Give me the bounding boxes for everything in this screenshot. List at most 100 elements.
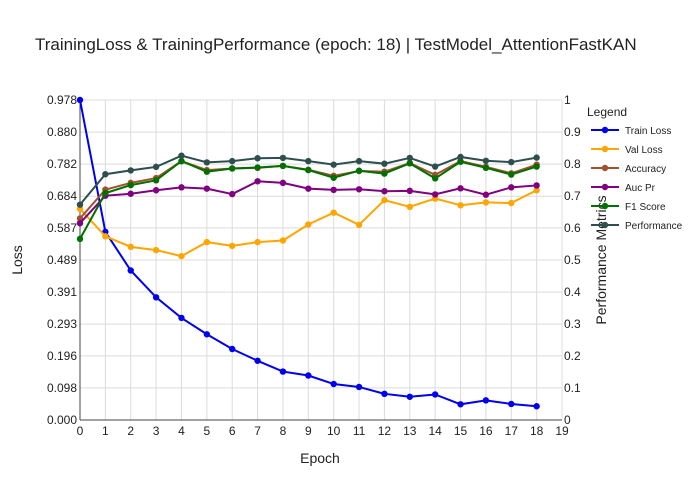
data-point-performance [178, 152, 185, 159]
data-point-performance [254, 155, 261, 162]
legend-swatch-marker [601, 145, 609, 153]
y-left-tick-label: 0.880 [47, 125, 77, 139]
legend-item-accuracy[interactable]: Accuracy [591, 164, 666, 175]
series-auc-pr [76, 178, 540, 227]
y-left-tick-label: 0.391 [47, 285, 77, 299]
data-point-val-loss [457, 202, 464, 209]
y-right-tick-label: 0.3 [564, 317, 581, 331]
data-point-auc-pr [482, 191, 490, 198]
data-point-val-loss [178, 252, 185, 260]
data-point-train-loss [127, 267, 134, 274]
data-point-performance [482, 157, 490, 164]
x-tick-label: 0 [77, 424, 84, 438]
data-point-val-loss [254, 238, 261, 246]
data-point-performance [279, 154, 287, 162]
x-tick-label: 2 [127, 424, 134, 438]
data-point-train-loss [381, 390, 388, 398]
x-tick-label: 9 [305, 424, 312, 438]
x-tick-label: 4 [178, 424, 185, 438]
data-point-train-loss [457, 401, 464, 408]
legend: Legend Train Loss Val Loss Accuracy Auc Pr F… [587, 105, 683, 232]
x-axis-title: Epoch [300, 450, 340, 466]
y-right-tick-label: 0.6 [564, 221, 581, 235]
data-point-val-loss [279, 237, 287, 244]
legend-item-performance[interactable]: Performance [591, 221, 683, 232]
data-point-f1-score [305, 166, 312, 174]
data-point-f1-score [482, 164, 490, 172]
grid-layer [79, 99, 563, 421]
data-point-val-loss [152, 246, 160, 254]
y-right-axis-title: Performance Metrics [593, 195, 609, 324]
data-point-performance [229, 157, 236, 165]
data-point-auc-pr [76, 220, 84, 227]
legend-label: Accuracy [625, 164, 666, 175]
data-point-f1-score [229, 165, 236, 172]
data-point-auc-pr [127, 190, 134, 197]
chart-title: TrainingLoss & TrainingPerformance (epoc… [35, 35, 637, 54]
y-right-tick-label: 0.7 [564, 189, 581, 203]
x-tick-label: 13 [403, 424, 417, 438]
x-tick-label: 12 [378, 424, 392, 438]
y-right-tick-label: 0.8 [564, 157, 581, 171]
legend-swatch-marker [601, 221, 609, 229]
data-point-val-loss [355, 221, 363, 228]
data-point-f1-score [178, 157, 185, 165]
data-point-train-loss [178, 314, 185, 322]
data-point-performance [355, 157, 363, 165]
data-point-val-loss [533, 187, 540, 194]
x-tick-label: 3 [153, 424, 160, 438]
data-point-performance [381, 160, 388, 167]
legend-item-train-loss[interactable]: Train Loss [591, 126, 671, 137]
data-point-performance [508, 158, 515, 166]
legend-item-val-loss[interactable]: Val Loss [591, 145, 663, 156]
data-point-performance [533, 154, 540, 161]
x-tick-label: 16 [479, 424, 493, 438]
data-point-f1-score [76, 235, 84, 243]
data-point-val-loss [406, 203, 413, 211]
series-f1-score [76, 157, 540, 243]
legend-label: Auc Pr [625, 183, 656, 194]
data-point-f1-score [254, 164, 261, 171]
legend-title: Legend [587, 105, 627, 119]
legend-item-f1-score[interactable]: F1 Score [591, 202, 666, 213]
data-point-f1-score [330, 174, 337, 181]
data-point-performance [305, 157, 312, 165]
data-point-train-loss [229, 345, 236, 353]
legend-swatch-marker [601, 202, 609, 210]
legend-label: Performance [625, 221, 683, 232]
data-point-f1-score [533, 163, 540, 170]
data-point-auc-pr [178, 184, 185, 191]
data-point-f1-score [279, 162, 287, 170]
data-point-train-loss [279, 368, 287, 375]
x-tick-label: 11 [353, 424, 366, 438]
y-right-tick-label: 1 [564, 93, 571, 107]
y-left-tick-label: 0.098 [47, 381, 77, 395]
y-right-tick-label: 0.2 [564, 349, 581, 363]
data-point-val-loss [203, 238, 211, 246]
data-point-auc-pr [254, 178, 261, 185]
y-left-tick-label: 0.587 [47, 221, 77, 235]
data-point-val-loss [127, 243, 134, 251]
data-point-train-loss [431, 391, 439, 398]
legend-swatch-marker [601, 183, 609, 191]
y-left-tick-label: 0.293 [47, 317, 77, 331]
data-point-train-loss [152, 294, 160, 301]
x-tick-label: 7 [254, 424, 261, 438]
data-point-performance [102, 171, 109, 178]
data-point-val-loss [381, 196, 388, 204]
data-point-auc-pr [330, 186, 337, 194]
data-point-performance [431, 163, 439, 170]
x-tick-label: 8 [280, 424, 287, 438]
data-point-val-loss [305, 221, 312, 228]
data-point-val-loss [330, 209, 337, 216]
legend-item-auc-pr[interactable]: Auc Pr [591, 183, 656, 194]
data-point-train-loss [76, 96, 84, 104]
legend-label: F1 Score [625, 202, 666, 213]
series-train-loss [76, 96, 540, 410]
data-point-performance [457, 153, 464, 161]
series-performance [76, 152, 540, 208]
x-tick-label: 19 [555, 424, 569, 438]
data-point-train-loss [254, 357, 261, 364]
legend-label: Val Loss [625, 145, 663, 156]
